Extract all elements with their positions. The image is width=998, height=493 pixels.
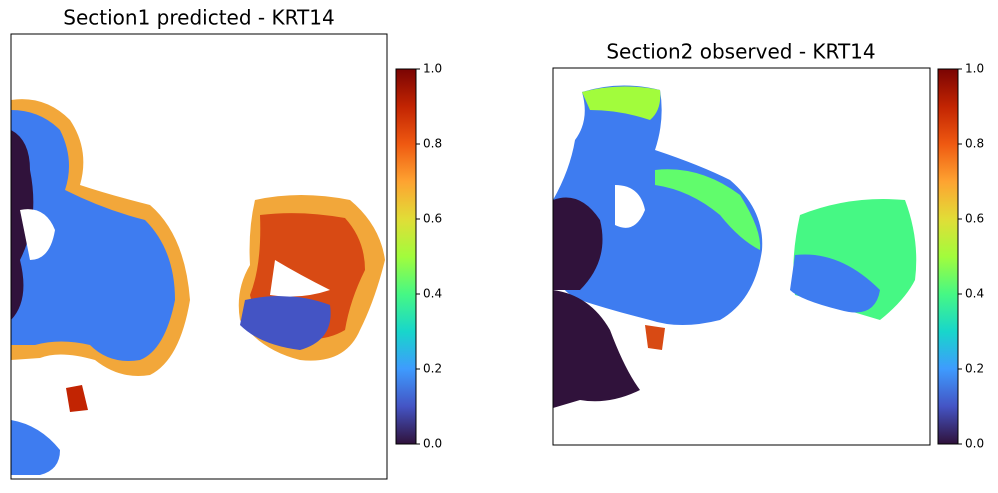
chart-title: Section1 predicted - KRT14 bbox=[63, 6, 334, 30]
colorbar-tick-label: 0.0 bbox=[965, 437, 984, 451]
colorbar bbox=[937, 68, 959, 445]
tissue-image bbox=[11, 99, 385, 475]
colorbar-tick-label: 0.0 bbox=[423, 437, 442, 451]
colorbar-tick-label: 0.2 bbox=[965, 362, 984, 376]
colorbar-tick-label: 0.4 bbox=[423, 287, 442, 301]
colorbar-tick-label: 0.4 bbox=[965, 287, 984, 301]
colorbar-tick-label: 0.6 bbox=[423, 212, 442, 226]
axes-frame bbox=[10, 33, 388, 480]
colorbar-tick-label: 0.8 bbox=[965, 137, 984, 151]
chart-title: Section2 observed - KRT14 bbox=[606, 40, 875, 64]
axes-frame bbox=[552, 67, 931, 446]
colorbar-tick-label: 0.6 bbox=[965, 212, 984, 226]
tissue-image bbox=[553, 85, 917, 408]
colorbar-tick-label: 0.8 bbox=[423, 137, 442, 151]
colorbar-tick-label: 0.2 bbox=[423, 362, 442, 376]
colorbar-tick-label: 1.0 bbox=[423, 62, 442, 76]
colorbar-tick-label: 1.0 bbox=[965, 62, 984, 76]
colorbar bbox=[395, 68, 417, 445]
